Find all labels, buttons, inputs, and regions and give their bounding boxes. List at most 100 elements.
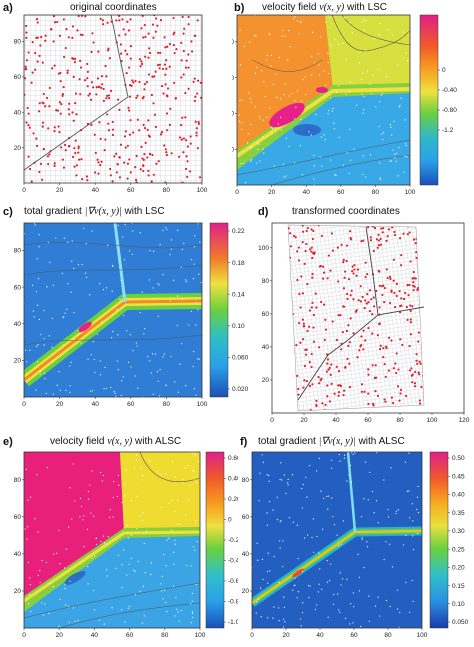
x-tick-label: 40 (91, 632, 99, 639)
panel-b-title-pre: velocity field (262, 2, 317, 13)
panel-e-title-post: with ALSC (135, 436, 182, 447)
x-tick-label: 0 (235, 189, 239, 196)
y-tick-label: 20 (232, 146, 234, 153)
colorbar-tick-label: -0.80 (442, 107, 457, 114)
panel-a-title: original coordinates (70, 2, 157, 13)
colorbar-tick-label: 0.50 (452, 455, 465, 462)
x-tick-label: 40 (92, 401, 100, 408)
panel-e-label: e) (3, 436, 13, 448)
y-tick-label: 60 (14, 284, 22, 291)
x-tick-label: 0 (270, 417, 274, 424)
panel-c: c) total gradient |∇v(x, y)| with LSC (0, 206, 248, 428)
panel-f-title-pre: total gradient (258, 436, 316, 447)
colorbar-tick-label: -0.40 (228, 558, 238, 565)
panel-e-plot: 0 20 40 60 80 100 20 40 60 80 0.60 0.40 0.20 0 -0.20 -… (14, 451, 238, 639)
y-tick-label: 80 (242, 477, 250, 484)
colorbar-tick-label: 0 (442, 67, 446, 74)
y-tick-label: 40 (262, 344, 270, 351)
x-tick-label: 20 (300, 417, 308, 424)
x-tick-label: 100 (417, 632, 428, 639)
colorbar-tick-label: -0.20 (228, 537, 238, 544)
panel-c-title-pre: total gradient (24, 206, 82, 217)
y-tick-label: 80 (232, 39, 234, 46)
colorbar-tick-label: 0 (228, 517, 232, 524)
panel-b-title: velocity field v(x, y) with LSC (262, 2, 387, 13)
panel-e-title-math: v(x, y) (107, 436, 133, 447)
panel-b-plot: 0 20 40 60 80 100 20 40 60 80 0 -0.40 -0.80 -1.2 (232, 14, 457, 196)
panel-c-plot: 0 20 40 60 80 100 20 40 60 80 0.22 0.18 0.14 0.10 0.0… (14, 222, 248, 408)
colorbar-tick-label: 0.25 (452, 546, 465, 553)
colorbar-tick-label: -0.80 (228, 599, 238, 606)
panel-e: e) velocity field v(x, y) with ALSC (0, 428, 238, 640)
x-tick-label: 40 (303, 189, 311, 196)
colorbar-tick-label: 0.40 (228, 476, 238, 483)
y-tick-label: 100 (258, 245, 269, 252)
x-tick-label: 20 (56, 401, 64, 408)
y-tick-label: 40 (14, 321, 22, 328)
y-tick-label: 20 (14, 358, 22, 365)
x-tick-label: 60 (127, 187, 135, 194)
panel-d-plot: 0 20 40 60 80 100 120 20 40 60 80 100 (258, 222, 470, 424)
y-tick-label: 40 (242, 551, 250, 558)
colorbar-tick-label: 0.050 (452, 619, 469, 626)
x-tick-label: 20 (268, 189, 276, 196)
panel-f-title: total gradient |∇v(x, y)| with ALSC (258, 436, 405, 447)
panel-f-plot: 0 20 40 60 80 100 20 40 60 80 0.50 0.45 0.40 0.35 0.3… (242, 451, 469, 639)
x-tick-label: 100 (197, 401, 208, 408)
colorbar-tick-label: 0.15 (452, 583, 465, 590)
colorbar-tick-label: 0.20 (228, 496, 238, 503)
x-tick-label: 100 (405, 189, 416, 196)
x-tick-label: 60 (127, 401, 135, 408)
colorbar-tick-label: 0.10 (232, 323, 245, 330)
colorbar-tick-label: 0.020 (232, 386, 248, 393)
panel-d-title: transformed coordinates (292, 206, 400, 217)
x-tick-label: 0 (22, 187, 26, 194)
y-tick-label: 60 (14, 74, 22, 81)
colorbar-tick-label: 0.40 (452, 492, 465, 499)
y-tick-label: 40 (14, 551, 22, 558)
panel-f-title-post: with ALSC (358, 436, 405, 447)
colorbar-tick-label: 0.20 (452, 565, 465, 572)
panel-f-label: f) (240, 436, 248, 448)
panel-e-title: velocity field v(x, y) with ALSC (50, 436, 181, 447)
y-tick-label: 40 (14, 109, 22, 116)
panel-a: a) original coordinates 0 20 40 60 80 100 20 40… (0, 0, 232, 215)
x-tick-label: 0 (22, 401, 26, 408)
y-tick-label: 80 (14, 39, 22, 46)
y-tick-label: 60 (232, 75, 234, 82)
panel-b-label: b) (234, 2, 245, 14)
x-tick-label: 100 (195, 632, 206, 639)
y-tick-label: 80 (14, 477, 22, 484)
y-tick-label: 60 (242, 514, 250, 521)
panel-d: d) transformed coordinates 0 20 40 60 80 100 1… (248, 206, 474, 428)
colorbar-tick-label: -1.0 (228, 619, 238, 626)
y-tick-label: 80 (14, 248, 22, 255)
colorbar-tick-label: 0.14 (232, 291, 245, 298)
x-tick-label: 60 (350, 632, 358, 639)
y-tick-label: 20 (262, 377, 270, 384)
panel-a-plot: 0 20 40 60 80 100 20 40 60 80 (14, 14, 208, 194)
x-tick-label: 40 (332, 417, 340, 424)
panel-f-title-math: |∇v(x, y)| (318, 436, 356, 447)
x-tick-label: 80 (163, 401, 171, 408)
panel-e-title-pre: velocity field (50, 436, 105, 447)
x-tick-label: 80 (384, 632, 392, 639)
y-tick-label: 20 (14, 588, 22, 595)
x-tick-label: 20 (56, 187, 64, 194)
y-tick-label: 60 (14, 514, 22, 521)
x-tick-label: 60 (337, 189, 345, 196)
colorbar-tick-label: -0.60 (228, 578, 238, 585)
panel-c-title-post: with LSC (124, 206, 165, 217)
x-tick-label: 100 (427, 417, 438, 424)
colorbar-tick-label: 0.18 (232, 260, 245, 267)
colorbar-tick-label: -1.2 (442, 127, 454, 134)
y-tick-label: 60 (262, 311, 270, 318)
y-tick-label: 20 (14, 145, 22, 152)
fault-line-d (297, 226, 425, 401)
x-tick-label: 60 (126, 632, 134, 639)
x-tick-label: 60 (364, 417, 372, 424)
x-tick-label: 40 (92, 187, 100, 194)
fault-line-a (23, 14, 129, 171)
panel-a-label: a) (3, 2, 13, 14)
panel-d-label: d) (258, 206, 269, 218)
